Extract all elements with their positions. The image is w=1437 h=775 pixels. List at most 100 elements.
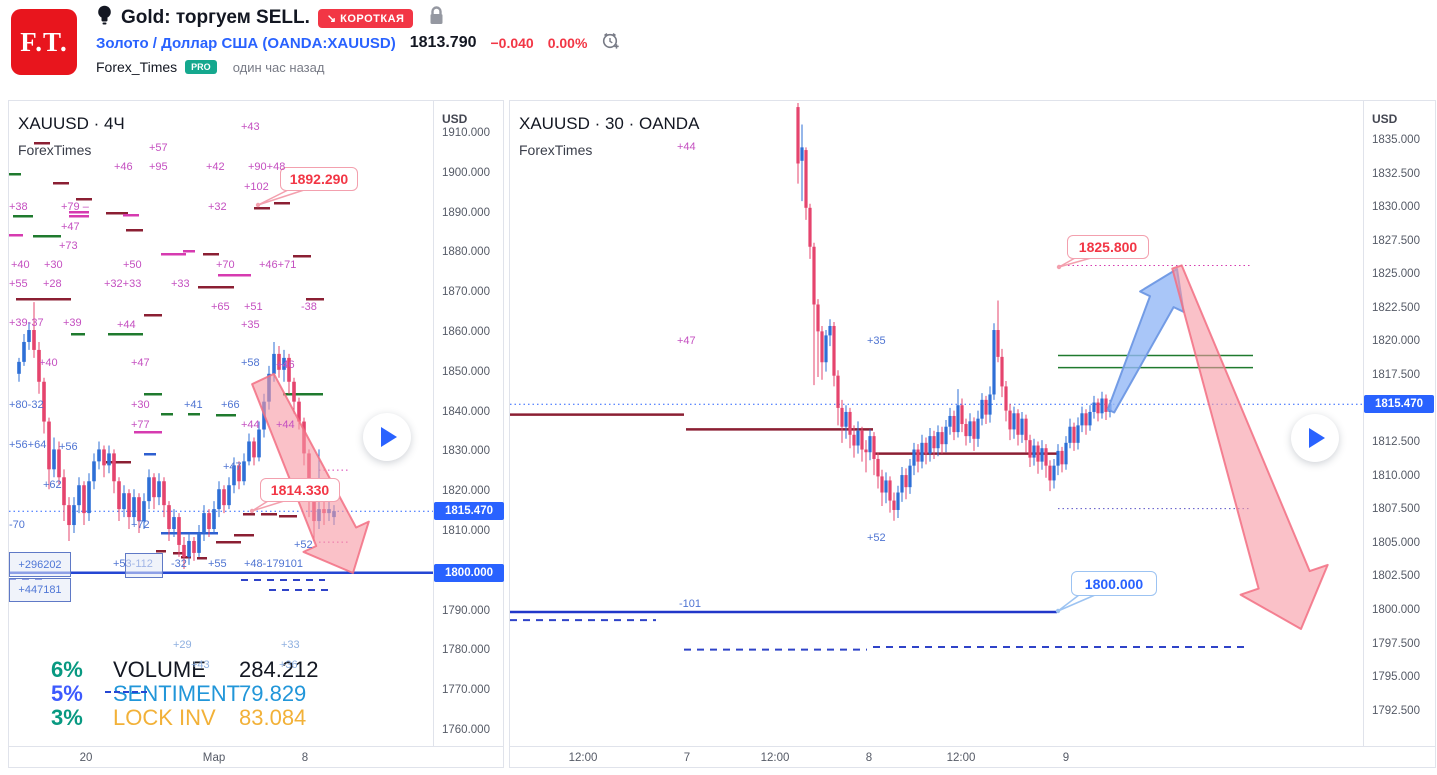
trade-marker (203, 253, 219, 256)
pnl-label: +35 (241, 319, 260, 331)
price-axis-label: 1812.500 (1372, 436, 1420, 448)
candle (956, 405, 960, 433)
candle (884, 480, 888, 493)
candle (147, 477, 151, 502)
price-axis-label: 1817.500 (1372, 369, 1420, 381)
author-link[interactable]: Forex_Times (96, 59, 178, 75)
price-axis-label: 1832.500 (1372, 168, 1420, 180)
pnl-label: +47 (223, 461, 242, 473)
chart-title-4h: XAUUSD · 4Ч (18, 114, 125, 133)
trade-marker (126, 229, 143, 232)
pnl-label: +44 (276, 419, 295, 431)
candle (137, 497, 141, 522)
candle (262, 401, 266, 430)
time-axis-separator (510, 746, 1435, 747)
candle (1076, 425, 1080, 443)
pnl-label: +46+71 (259, 259, 297, 271)
price-callout[interactable]: 1892.290 (280, 167, 358, 191)
time-axis-label[interactable]: 12:00 (568, 752, 598, 764)
chart-watermark: ForexTimes (519, 142, 593, 158)
price-axis-label: 1890.000 (442, 207, 490, 219)
price-axis-separator (1363, 101, 1364, 746)
trade-marker (161, 413, 173, 416)
add-alert-icon[interactable] (601, 31, 620, 55)
trade-marker (106, 212, 128, 215)
lightbulb-icon (96, 4, 113, 32)
chart-panel-4h[interactable]: XAUUSD · 4Ч ForexTimes 6% VOLUME 284.212… (8, 100, 504, 768)
time-axis-label[interactable]: 12:00 (946, 752, 976, 764)
price-axis-label: 1802.500 (1372, 570, 1420, 582)
pnl-label: +28 (43, 278, 62, 290)
candle (860, 430, 864, 450)
candle (872, 436, 876, 459)
candle (62, 477, 66, 506)
pnl-label: +43 (191, 659, 210, 671)
symbol-link[interactable]: Золото / Доллар США (OANDA:XAUUSD) (96, 34, 396, 52)
candle (217, 489, 221, 510)
time-axis-separator (9, 746, 503, 747)
price-axis-label: 1780.000 (442, 644, 490, 656)
candle (976, 418, 980, 439)
candle (920, 442, 924, 462)
candle (820, 331, 824, 363)
trade-marker (216, 414, 236, 417)
candle (117, 481, 121, 510)
pnl-label: +50 (123, 259, 142, 271)
candle (1012, 413, 1016, 430)
price-axis-label: 1800.000 (1372, 604, 1420, 616)
candle (880, 476, 884, 493)
trade-marker (198, 286, 234, 289)
candle (202, 513, 206, 533)
price-badge: 1800.000 (434, 564, 504, 582)
price-axis-label: 1900.000 (442, 167, 490, 179)
volume-percent: 6% (51, 657, 83, 682)
time-axis-label[interactable]: 20 (79, 752, 93, 764)
candle (72, 505, 76, 526)
candle (52, 449, 56, 470)
short-direction-badge: ↘ КОРОТКАЯ (317, 8, 414, 28)
pnl-label: +42 (206, 161, 225, 173)
trade-marker (188, 413, 200, 416)
time-axis-label[interactable]: 9 (1062, 752, 1070, 764)
candle (207, 513, 211, 530)
candle (182, 544, 186, 557)
pnl-label: +29 (173, 639, 192, 651)
candle (992, 330, 996, 395)
pnl-label: +40 (11, 259, 30, 271)
time-axis-label[interactable]: 7 (683, 752, 691, 764)
price-callout[interactable]: 1800.000 (1071, 571, 1157, 596)
pnl-label: +95 (149, 161, 168, 173)
idea-title: Gold: торгуем SELL. (121, 7, 310, 28)
candle (836, 375, 840, 408)
candle (1072, 426, 1076, 443)
candle (292, 381, 296, 402)
pnl-label: +44 (241, 419, 260, 431)
forex-times-logo: F.T. (11, 9, 77, 75)
candle (996, 330, 1000, 357)
pnl-label: +58 (241, 357, 260, 369)
candle (122, 493, 126, 510)
play-button[interactable] (363, 413, 411, 461)
price-callout[interactable]: 1814.330 (260, 478, 340, 502)
play-button[interactable] (1291, 414, 1339, 462)
candle (1040, 448, 1044, 462)
candlestick-plot-30m (510, 103, 1363, 651)
indicator-stats: 6% VOLUME 284.212 5% SENTIMENT 79.829 3%… (9, 657, 429, 737)
lock-icon (427, 5, 446, 32)
candle (302, 421, 306, 454)
price-axis-label: 1820.000 (1372, 335, 1420, 347)
trade-marker (218, 274, 251, 277)
time-axis-label[interactable]: 12:00 (760, 752, 790, 764)
price-callout[interactable]: 1825.800 (1067, 235, 1149, 259)
candle (952, 415, 956, 433)
chart-panel-30m[interactable]: XAUUSD · 30 · OANDA ForexTimes 1825.800 1… (509, 100, 1436, 768)
volume-value: 284.212 (239, 657, 319, 682)
candle (1096, 402, 1100, 414)
time-axis-label[interactable]: 8 (301, 752, 309, 764)
price-axis-label: 1860.000 (442, 326, 490, 338)
time-axis-label[interactable]: 8 (865, 752, 873, 764)
candle (27, 330, 31, 342)
trade-marker (283, 393, 323, 396)
trade-marker (106, 461, 131, 464)
time-axis-label[interactable]: Мар (202, 752, 226, 764)
